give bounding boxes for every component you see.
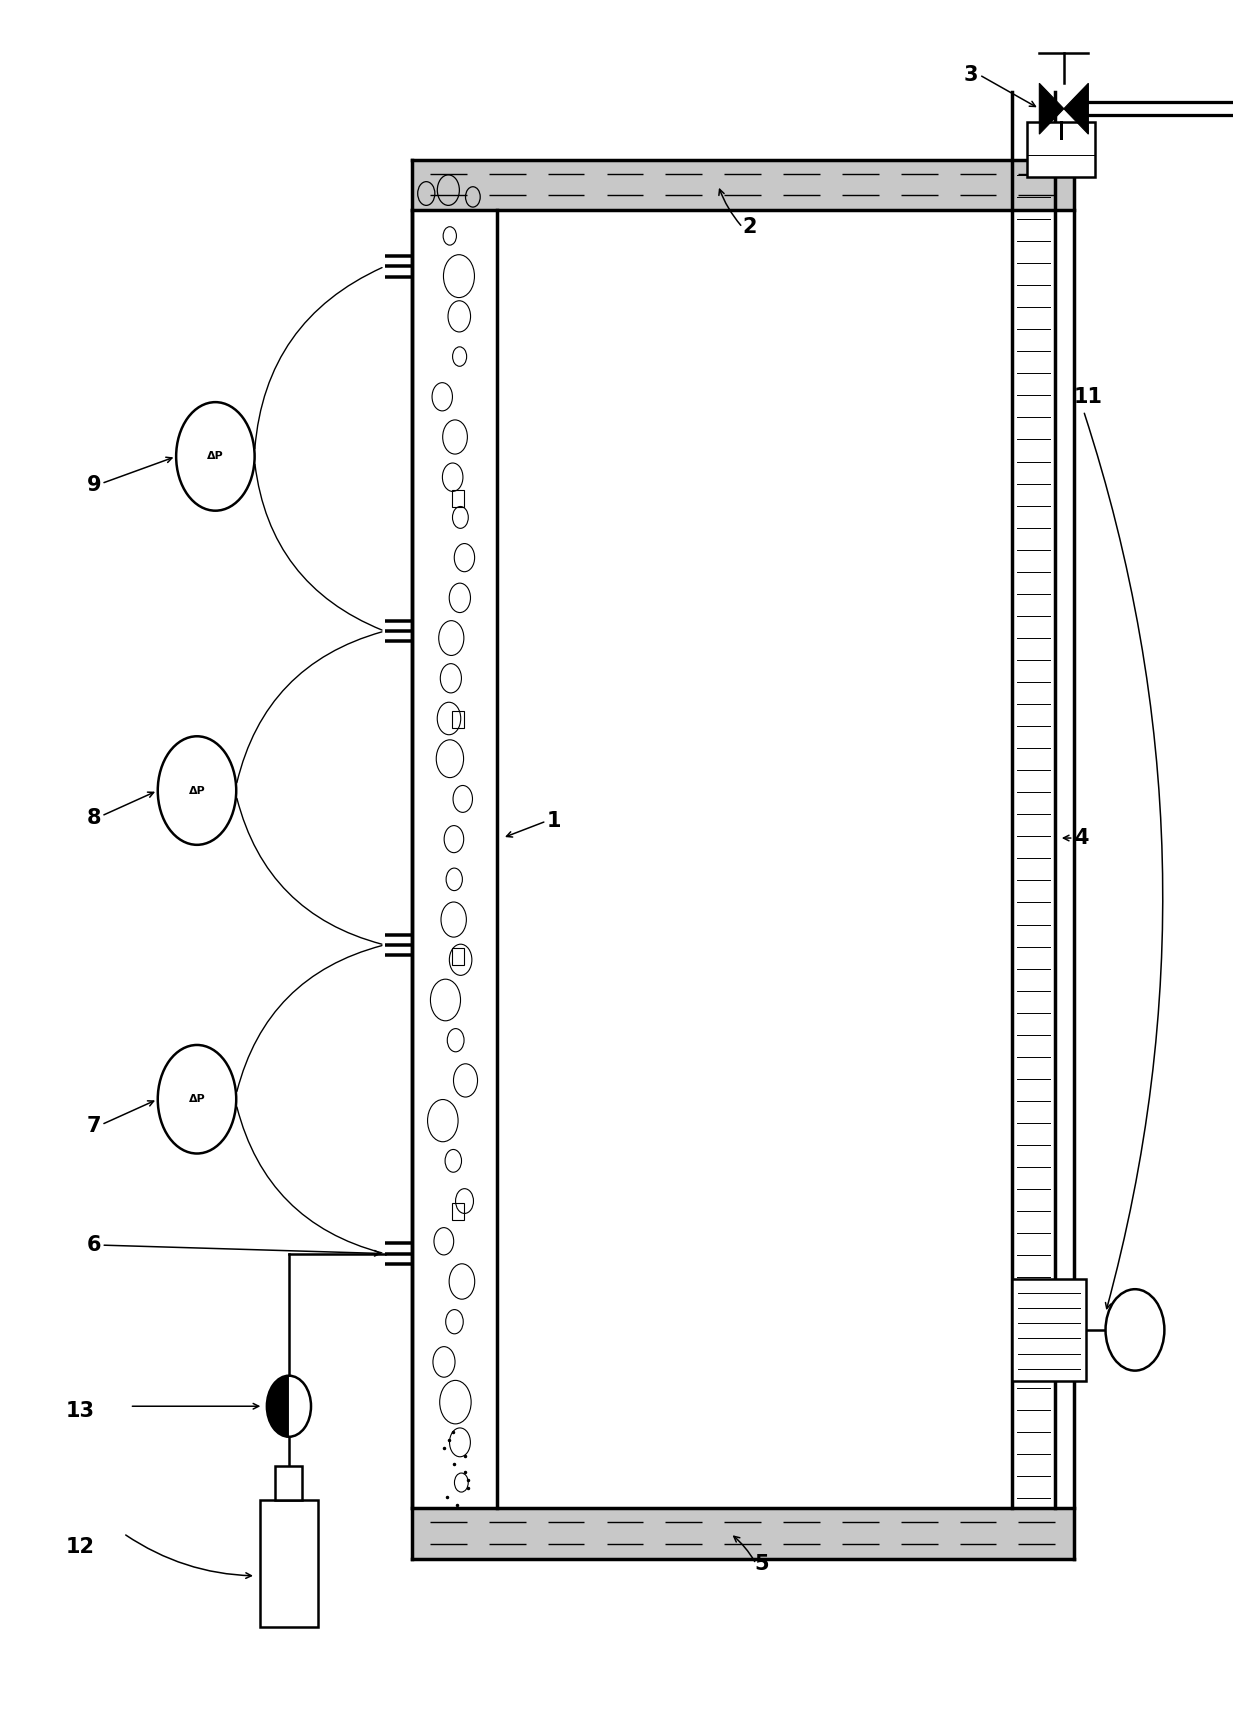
Text: 11: 11 xyxy=(1074,386,1102,407)
Text: ΔP: ΔP xyxy=(207,451,223,462)
Text: 9: 9 xyxy=(87,475,102,496)
Bar xyxy=(453,711,464,728)
Text: 8: 8 xyxy=(87,807,102,828)
Bar xyxy=(453,491,464,508)
Polygon shape xyxy=(1064,84,1089,133)
Text: 1: 1 xyxy=(547,811,560,831)
Bar xyxy=(412,1508,1074,1560)
Bar xyxy=(453,1202,464,1219)
Circle shape xyxy=(267,1377,311,1436)
Polygon shape xyxy=(1039,84,1064,133)
Circle shape xyxy=(157,1045,237,1154)
Bar xyxy=(412,159,1074,210)
Bar xyxy=(453,949,464,964)
Text: 6: 6 xyxy=(87,1235,102,1255)
Text: 13: 13 xyxy=(66,1400,94,1421)
Text: 12: 12 xyxy=(66,1537,94,1558)
Circle shape xyxy=(176,402,254,511)
Bar xyxy=(275,1465,303,1500)
Bar xyxy=(1012,1279,1086,1380)
Text: ΔP: ΔP xyxy=(188,1094,206,1105)
Text: 7: 7 xyxy=(87,1117,102,1137)
Wedge shape xyxy=(267,1377,289,1436)
Text: 3: 3 xyxy=(963,65,978,86)
Text: 4: 4 xyxy=(1074,828,1089,848)
Bar xyxy=(259,1500,319,1626)
Text: ΔP: ΔP xyxy=(188,785,206,795)
Circle shape xyxy=(1106,1289,1164,1371)
Text: 5: 5 xyxy=(755,1554,770,1573)
Bar xyxy=(1027,123,1095,176)
Circle shape xyxy=(157,737,237,845)
Text: 2: 2 xyxy=(743,217,758,238)
